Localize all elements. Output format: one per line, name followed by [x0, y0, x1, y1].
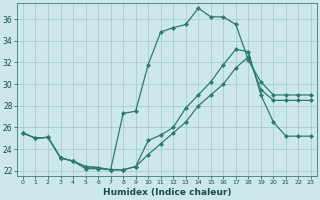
X-axis label: Humidex (Indice chaleur): Humidex (Indice chaleur)	[103, 188, 231, 197]
